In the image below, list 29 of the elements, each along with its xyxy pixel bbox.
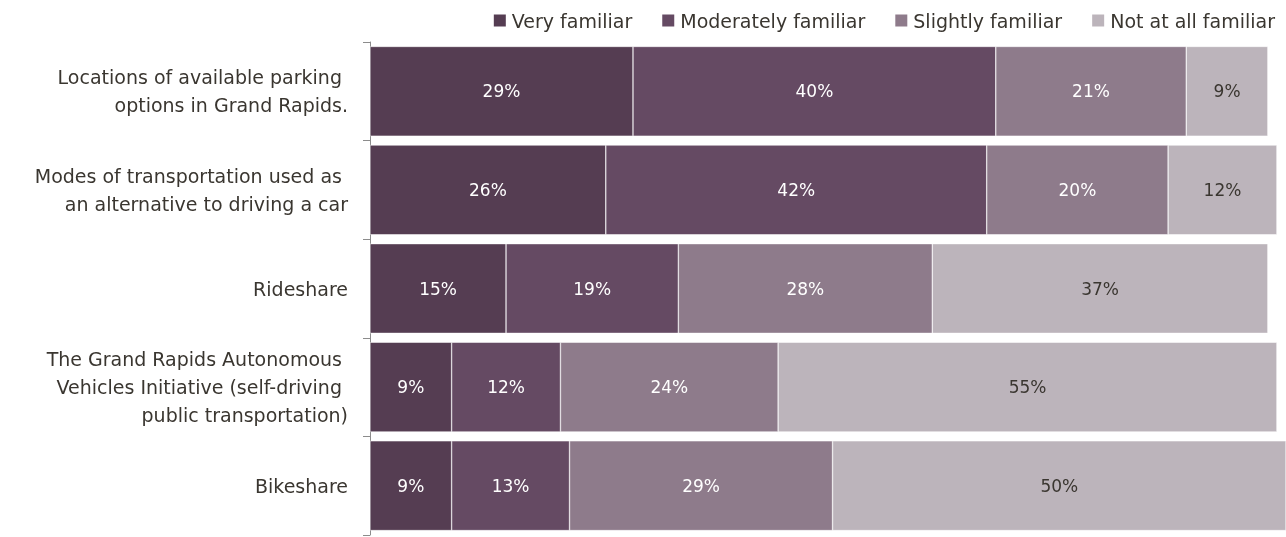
y-tick-label: Locations of available parking options in Grand Rapids. — [57, 66, 348, 117]
data-label: 13% — [491, 475, 530, 496]
legend-label: Very familiar — [511, 9, 633, 32]
y-tick-label: Bikeshare — [255, 474, 348, 497]
data-label: 29% — [482, 81, 521, 102]
data-label: 42% — [777, 179, 816, 200]
data-label: 21% — [1072, 81, 1110, 102]
data-label: 12% — [487, 377, 525, 398]
data-label: 15% — [419, 278, 457, 299]
data-label: 9% — [1213, 81, 1241, 102]
data-label: 50% — [1040, 475, 1079, 496]
data-label: 12% — [1203, 179, 1242, 200]
data-label: 40% — [795, 81, 834, 102]
y-tick-label: The Grand Rapids Autonomous Vehicles Initiative (self-driving public transportation) — [45, 348, 348, 427]
data-label: 55% — [1008, 377, 1047, 398]
data-label: 19% — [573, 278, 612, 299]
data-label: 26% — [469, 179, 507, 200]
y-tick-label: Modes of transportation used as an alternative to driving a car — [34, 164, 349, 215]
legend-label: Not at all familiar — [1110, 9, 1276, 32]
legend-label: Slightly familiar — [913, 9, 1063, 32]
data-label: 24% — [650, 377, 689, 398]
y-tick-label: Rideshare — [253, 277, 348, 300]
data-label: 20% — [1058, 179, 1097, 200]
legend-label: Moderately familiar — [680, 9, 866, 32]
data-label: 9% — [397, 377, 425, 398]
data-label: 28% — [786, 278, 825, 299]
data-label: 29% — [682, 475, 720, 496]
data-label: 9% — [397, 475, 425, 496]
data-label: 37% — [1081, 278, 1119, 299]
